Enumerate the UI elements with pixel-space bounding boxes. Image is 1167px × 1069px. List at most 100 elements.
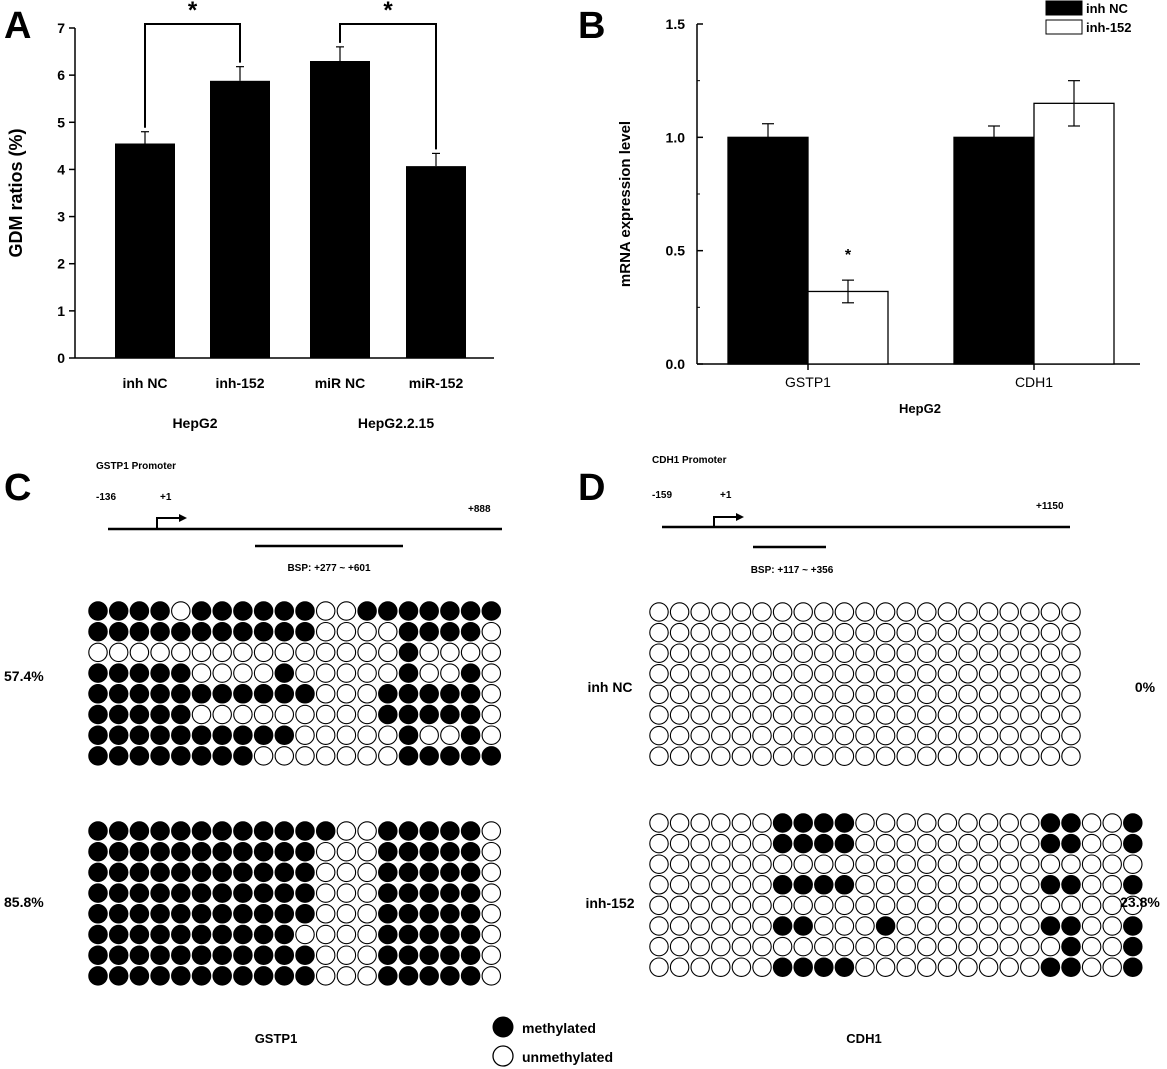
cdh1-inh-152-unmethylated-cpg	[649, 895, 669, 916]
gstp1-inh-nc-methylated-cpg	[129, 725, 150, 745]
cdh1-inh-152-unmethylated-cpg	[937, 957, 958, 977]
gstp1-inh-nc-methylated-cpg	[88, 725, 108, 745]
cdh1-inh-nc-unmethylated-cpg	[999, 725, 1019, 746]
legend-unmethylated-label: unmethylated	[522, 1049, 613, 1065]
gstp1-inh-152-methylated-cpg	[253, 924, 274, 945]
cdh1-inh-nc-unmethylated-cpg	[772, 664, 793, 684]
gstp1-inh-nc-methylated-cpg	[150, 621, 170, 642]
gstp1-inh-152-grid	[88, 821, 502, 986]
panel-letter-b: B	[578, 5, 605, 47]
gstp1-inh-nc-methylated-cpg	[419, 601, 439, 621]
cdh1-inh-152-unmethylated-cpg	[875, 875, 896, 895]
gstp1-inh-152-methylated-cpg	[440, 821, 460, 841]
cdh1-inh-152-unmethylated-cpg	[917, 813, 937, 833]
cdh1-inh-nc-unmethylated-cpg	[937, 602, 958, 622]
gstp1-inh-nc-unmethylated-cpg	[481, 684, 502, 704]
gstp1-inh-152-methylated-cpg	[212, 862, 232, 883]
cdh1-inh-nc-unmethylated-cpg	[649, 746, 669, 766]
cdh1-inh-152-unmethylated-cpg	[649, 854, 669, 874]
cdh1-inh-nc-unmethylated-cpg	[793, 746, 813, 766]
gstp1-inh-nc-methylated-cpg	[171, 704, 191, 725]
cdh1-end-label: +1150	[1036, 501, 1064, 512]
gstp1-inh-152-methylated-cpg	[253, 904, 274, 924]
gstp1-inh-nc-methylated-cpg	[150, 663, 170, 683]
gstp1-inh-152-methylated-cpg	[212, 924, 232, 945]
cdh1-inh-152-unmethylated-cpg	[649, 957, 669, 977]
gstp1-inh-nc-unmethylated-cpg	[336, 725, 357, 745]
cdh1-inh-152-methylated-cpg	[1061, 813, 1081, 833]
gstp1-inh-nc-methylated-cpg	[460, 746, 481, 766]
cdh1-inh-nc-unmethylated-cpg	[875, 705, 896, 725]
chart-a-ytick-label: 4	[57, 161, 65, 177]
cdh1-inh-nc-unmethylated-cpg	[1040, 705, 1061, 725]
gstp1-inh-nc-methylated-cpg	[398, 725, 419, 745]
gstp1-inh-nc-methylated-cpg	[398, 746, 419, 766]
gstp1-tss-arrowhead	[179, 514, 187, 522]
gstp1-inh-nc-unmethylated-cpg	[440, 725, 460, 745]
cdh1-inh-152-unmethylated-cpg	[669, 813, 690, 833]
cdh1-inh-152-unmethylated-cpg	[649, 916, 669, 936]
cdh1-inh-nc-unmethylated-cpg	[649, 684, 669, 705]
gstp1-inh-152-unmethylated-cpg	[315, 883, 336, 903]
gstp1-inh-nc-methylated-cpg	[460, 704, 481, 725]
gstp1-inh-152-methylated-cpg	[460, 904, 481, 924]
chart-b-xlabel: HepG2	[899, 401, 941, 416]
gstp1-inh-152-methylated-cpg	[212, 841, 232, 862]
gstp1-inh-152-methylated-cpg	[253, 862, 274, 883]
cdh1-inh-nc-unmethylated-cpg	[958, 746, 978, 766]
gstp1-inh-152-methylated-cpg	[150, 945, 170, 965]
cdh1-inh-nc-unmethylated-cpg	[1020, 746, 1040, 766]
gstp1-inh-nc-unmethylated-cpg	[191, 642, 212, 663]
cdh1-inh-152-unmethylated-cpg	[731, 957, 752, 977]
cdh1-inh-152-unmethylated-cpg	[917, 916, 937, 936]
gstp1-inh-nc-unmethylated-cpg	[212, 704, 232, 725]
gstp1-inh-nc-methylated-cpg	[233, 601, 253, 621]
gstp1-inh-nc-unmethylated-cpg	[336, 746, 357, 766]
gstp1-inh-152-methylated-cpg	[191, 821, 212, 841]
gstp1-inh-152-unmethylated-cpg	[481, 841, 502, 862]
cdh1-inh-nc-unmethylated-cpg	[711, 725, 731, 746]
cdh1-inh-nc-unmethylated-cpg	[896, 664, 916, 684]
gstp1-inh-nc-methylated-cpg	[460, 601, 481, 621]
cdh1-inh-152-unmethylated-cpg	[978, 875, 999, 895]
cdh1-inh-152-unmethylated-cpg	[690, 895, 710, 916]
cdh1-inh-152-unmethylated-cpg	[896, 875, 916, 895]
gstp1-inh-152-methylated-cpg	[274, 841, 295, 862]
cdh1-inh-nc-unmethylated-cpg	[978, 602, 999, 622]
gstp1-inh-nc-methylated-cpg	[150, 684, 170, 704]
gstp1-inh-152-unmethylated-cpg	[336, 904, 357, 924]
cdh1-inh-152-methylated-cpg	[1123, 957, 1143, 977]
gstp1-inh-152-methylated-cpg	[171, 862, 191, 883]
chart-a-bar	[210, 80, 270, 359]
cdh1-inh-152-unmethylated-cpg	[999, 854, 1019, 874]
cdh1-inh-nc-unmethylated-cpg	[669, 746, 690, 766]
chart-a-bar	[406, 166, 466, 358]
cdh1-inh-152-unmethylated-cpg	[978, 957, 999, 977]
cdh1-inh-nc-unmethylated-cpg	[649, 602, 669, 622]
gstp1-inh-nc-unmethylated-cpg	[419, 663, 439, 683]
gstp1-inh-152-unmethylated-cpg	[295, 924, 315, 945]
cdh1-inh-152-unmethylated-cpg	[855, 875, 875, 895]
gstp1-inh-nc-unmethylated-cpg	[378, 642, 398, 663]
chart-a-category-label: inh-152	[215, 375, 264, 391]
cdh1-inh-152-unmethylated-cpg	[669, 895, 690, 916]
gstp1-inh-152-unmethylated-cpg	[357, 883, 377, 903]
gstp1-inh-152-methylated-cpg	[315, 821, 336, 841]
gstp1-inh-152-methylated-cpg	[171, 904, 191, 924]
gstp1-inh-152-methylated-cpg	[150, 924, 170, 945]
gstp1-inh-nc-methylated-cpg	[171, 684, 191, 704]
cdh1-inh-nc-unmethylated-cpg	[978, 684, 999, 705]
gstp1-inh-152-methylated-cpg	[398, 924, 419, 945]
cdh1-inh-152-unmethylated-cpg	[772, 854, 793, 874]
gstp1-inh-152-methylated-cpg	[108, 862, 129, 883]
gstp1-inh-152-methylated-cpg	[233, 904, 253, 924]
gstp1-inh-152-methylated-cpg	[419, 883, 439, 903]
cdh1-inh-nc-unmethylated-cpg	[669, 725, 690, 746]
cdh1-inh-152-methylated-cpg	[1061, 957, 1081, 977]
gstp1-inh-nc-methylated-cpg	[108, 684, 129, 704]
cdh1-inh-152-methylated-cpg	[814, 957, 834, 977]
cdh1-inh-nc-unmethylated-cpg	[1061, 705, 1081, 725]
cdh1-start-label: -159	[652, 490, 672, 501]
gstp1-inh-152-methylated-cpg	[233, 924, 253, 945]
cdh1-inh-152-unmethylated-cpg	[937, 916, 958, 936]
